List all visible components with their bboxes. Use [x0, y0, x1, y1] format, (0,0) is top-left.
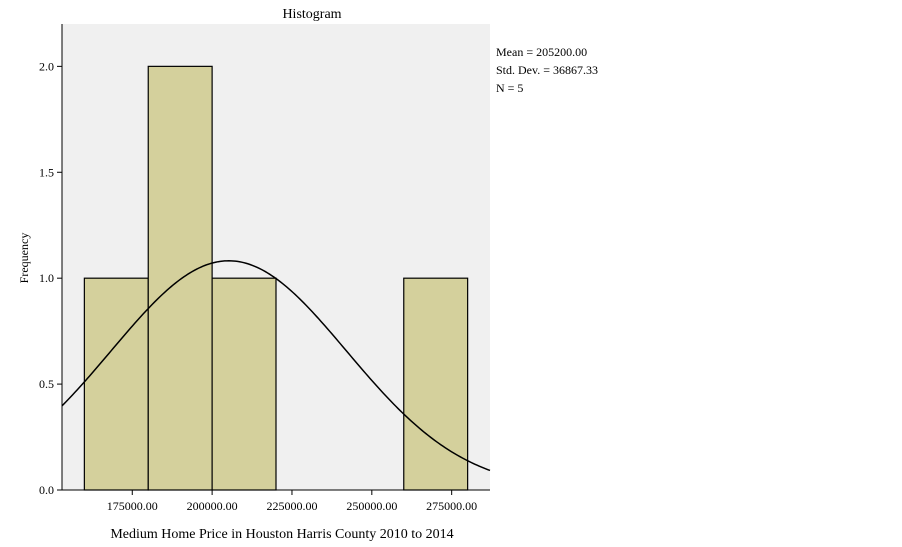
y-tick-label-0: 0.0	[39, 483, 54, 497]
bar-1	[147, 65, 213, 491]
bar-2	[211, 277, 277, 491]
x-ticks-group: 175000.00 200000.00 225000.00 250000.00 2750…	[107, 490, 477, 513]
stat-std-dev: Std. Dev. = 36867.33	[496, 63, 598, 77]
bar-0	[83, 277, 149, 491]
bar-5	[403, 277, 469, 491]
y-tick-label-3: 1.5	[39, 165, 54, 179]
x-tick-label-4: 275000.00	[426, 499, 477, 513]
y-tick-label-4: 2.0	[39, 59, 54, 73]
x-tick-label-0: 175000.00	[107, 499, 158, 513]
y-ticks-group: 0.0 0.5 1.0 1.5 2.0	[39, 59, 62, 497]
x-tick-label-3: 250000.00	[346, 499, 397, 513]
stat-mean: Mean = 205200.00	[496, 45, 587, 59]
bars-group	[83, 65, 469, 491]
chart-title: Histogram	[282, 7, 341, 22]
stats-legend: Mean = 205200.00 Std. Dev. = 36867.33 N …	[496, 45, 598, 95]
stat-n: N = 5	[496, 81, 523, 95]
y-tick-label-2: 1.0	[39, 271, 54, 285]
y-tick-label-1: 0.5	[39, 377, 54, 391]
normal-curve	[61, 260, 491, 472]
y-axis-label: Frequency	[17, 233, 31, 284]
x-tick-label-1: 200000.00	[187, 499, 238, 513]
x-tick-label-2: 225000.00	[266, 499, 317, 513]
x-axis-label: Medium Home Price in Houston Harris Coun…	[110, 527, 453, 542]
